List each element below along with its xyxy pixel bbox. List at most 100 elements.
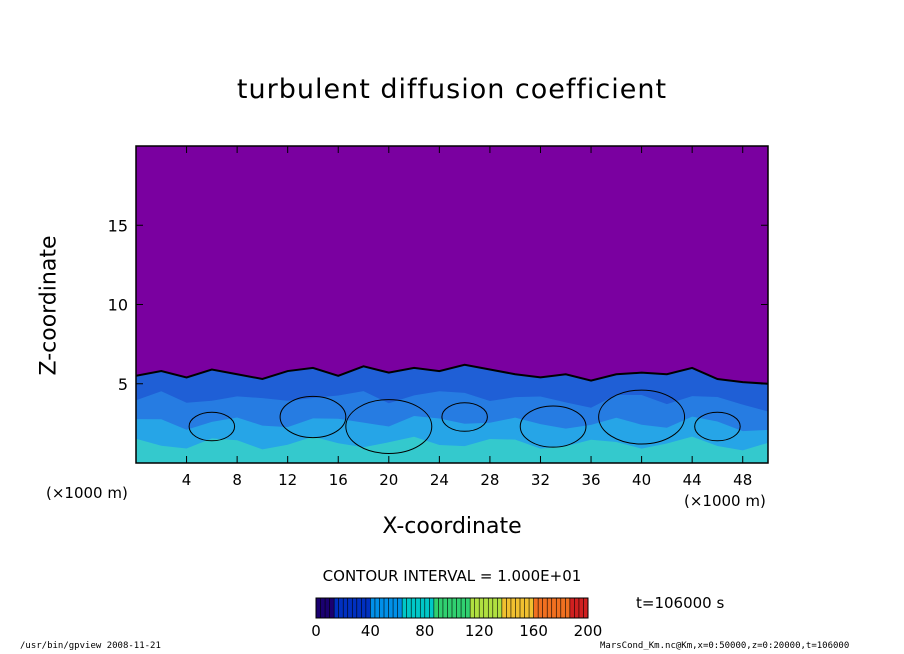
colorbar-segment — [497, 598, 503, 618]
time-label: t=106000 s — [636, 594, 725, 612]
x-tick-label: 8 — [232, 471, 242, 489]
colorbar-segment — [506, 598, 512, 618]
colorbar-tick-label: 120 — [465, 622, 494, 640]
colorbar-segment — [483, 598, 489, 618]
y-axis-label: Z-coordinate — [36, 235, 62, 376]
colorbar-segment — [365, 598, 371, 618]
footer-file-info: MarsCond_Km.nc@Km,x=0:50000,z=0:20000,t=… — [600, 641, 850, 651]
colorbar-segment — [397, 598, 403, 618]
colorbar-segment — [356, 598, 362, 618]
colorbar-segment — [347, 598, 353, 618]
colorbar-segment — [524, 598, 530, 618]
x-tick-label: 48 — [733, 471, 752, 489]
x-axis-label: X-coordinate — [382, 514, 522, 539]
colorbar-segment — [542, 598, 548, 618]
colorbar-segment — [411, 598, 417, 618]
colorbar-segment — [420, 598, 426, 618]
colorbar-segment — [329, 598, 335, 618]
colorbar-tick-label: 0 — [311, 622, 321, 640]
colorbar-segment — [533, 598, 539, 618]
colorbar-segment — [538, 598, 544, 618]
colorbar-segment — [488, 598, 494, 618]
y-tick-label: 5 — [118, 375, 128, 394]
colorbar-segment — [352, 598, 358, 618]
eddy-contour — [279, 395, 347, 439]
contour-interval-label: CONTOUR INTERVAL = 1.000E+01 — [322, 567, 582, 585]
colorbar-segment — [465, 598, 471, 618]
chart-title: turbulent diffusion coefficient — [236, 74, 668, 105]
colorbar-segment — [470, 598, 476, 618]
colorbar-segment — [510, 598, 516, 618]
x-tick-label: 44 — [683, 471, 702, 489]
colorbar-frame — [315, 597, 589, 619]
colorbar-segment — [501, 598, 507, 618]
footer-program-info: /usr/bin/gpview 2008-11-21 — [20, 641, 161, 651]
y-tick-label: 15 — [108, 216, 128, 235]
colorbar-segment — [565, 598, 571, 618]
colorbar-segment — [492, 598, 498, 618]
colorbar-segment — [547, 598, 553, 618]
x-axis: 4 8 12 16 20 24 28 32 36 40 44 48 — [182, 146, 752, 489]
y-axis: 5 10 15 — [108, 216, 768, 394]
turbulent-field — [136, 363, 768, 463]
x-tick-label: 32 — [531, 471, 550, 489]
colorbar-segment — [442, 598, 448, 618]
colorbar-segment — [456, 598, 462, 618]
colorbar-tick-label: 160 — [519, 622, 548, 640]
colorbar-segment — [379, 598, 385, 618]
eddy-contour — [598, 389, 686, 445]
x-unit-label-right: (×1000 m) — [684, 492, 766, 510]
colorbar-segment — [402, 598, 408, 618]
colorbar-tick-label: 80 — [415, 622, 434, 640]
colorbar-segment — [393, 598, 399, 618]
eddy-contour — [345, 399, 433, 454]
colorbar-segment — [361, 598, 367, 618]
colorbar-tick-label: 200 — [574, 622, 603, 640]
x-tick-label: 28 — [480, 471, 499, 489]
colorbar-segment — [384, 598, 390, 618]
colorbar-segment — [474, 598, 480, 618]
x-tick-label: 20 — [379, 471, 398, 489]
eddy-contour — [441, 402, 488, 432]
colorbar-segment — [370, 598, 376, 618]
colorbar-segment — [551, 598, 557, 618]
colorbar-segment — [578, 598, 584, 618]
colorbar-segment — [424, 598, 430, 618]
eddy-contour — [519, 405, 587, 448]
turbulent-boundary-contour — [136, 363, 768, 385]
x-tick-label: 24 — [430, 471, 449, 489]
colorbar-segment — [429, 598, 435, 618]
colorbar-segment — [556, 598, 562, 618]
colorbar-segment — [334, 598, 340, 618]
colorbar-segment — [529, 598, 535, 618]
colorbar-segment — [388, 598, 394, 618]
colorbar-segment — [452, 598, 458, 618]
x-tick-label: 40 — [632, 471, 651, 489]
colorbar-segment — [374, 598, 380, 618]
x-tick-label: 16 — [329, 471, 348, 489]
x-tick-label: 4 — [182, 471, 192, 489]
colorbar-segment — [520, 598, 526, 618]
colorbar-segment — [433, 598, 439, 618]
colorbar-segment — [574, 598, 580, 618]
colorbar-segment — [515, 598, 521, 618]
y-tick-label: 10 — [108, 296, 128, 315]
colorbar-segment — [316, 598, 322, 618]
colorbar: 0 40 80 120 160 200 — [311, 597, 603, 640]
colorbar-segment — [569, 598, 575, 618]
colorbar-segment — [415, 598, 421, 618]
eddy-contour — [694, 411, 741, 442]
colorbar-tick-label: 40 — [361, 622, 380, 640]
x-tick-label: 36 — [581, 471, 600, 489]
colorbar-segment — [438, 598, 444, 618]
colorbar-segment — [447, 598, 453, 618]
x-unit-label-left: (×1000 m) — [46, 484, 128, 502]
colorbar-segment — [583, 598, 589, 618]
colorbar-segment — [320, 598, 326, 618]
colorbar-segment — [338, 598, 344, 618]
colorbar-segment — [406, 598, 412, 618]
eddy-contour — [188, 411, 236, 442]
colorbar-segment — [325, 598, 331, 618]
colorbar-segment — [461, 598, 467, 618]
